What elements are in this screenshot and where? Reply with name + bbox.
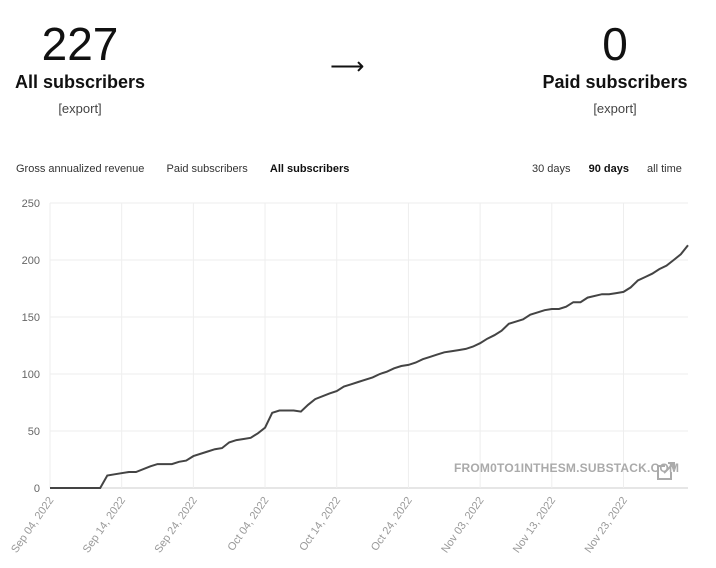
all-subscribers-count: 227 bbox=[41, 18, 119, 70]
watermark-text[interactable]: FROM0TO1INTHESM.SUBSTACK.COM bbox=[454, 461, 679, 475]
tab-all-subscribers[interactable]: All subscribers bbox=[269, 163, 350, 175]
tab-90-days[interactable]: 90 days bbox=[588, 163, 629, 175]
x-tick-label: Sep 24, 2022 bbox=[152, 495, 199, 555]
tab-30-days[interactable]: 30 days bbox=[532, 163, 571, 175]
export-all-link[interactable]: [export] bbox=[58, 101, 102, 116]
x-tick-label: Nov 23, 2022 bbox=[583, 495, 630, 555]
range-tabs: 30 days 90 days all time bbox=[532, 163, 697, 175]
arrow-icon: ⟶ bbox=[330, 53, 365, 80]
x-tick-label: Nov 13, 2022 bbox=[511, 495, 558, 555]
chart-grid bbox=[49, 202, 688, 489]
y-axis-ticks: 0 50 100 150 200 250 bbox=[22, 198, 40, 495]
x-tick-label: Oct 24, 2022 bbox=[369, 495, 415, 553]
x-axis-ticks: Sep 04, 2022 Sep 14, 2022 Sep 24, 2022 Oct … bbox=[9, 495, 630, 555]
paid-subscribers-label: Paid subscribers bbox=[542, 72, 688, 92]
tab-all-time[interactable]: all time bbox=[647, 163, 682, 175]
subscribers-chart: 0 50 100 150 200 250 Sep 04, 2022 Sep 14, 2022… bbox=[9, 198, 689, 555]
x-tick-label: Nov 03, 2022 bbox=[439, 495, 486, 555]
paid-subscribers-stat: 0 Paid subscribers [export] bbox=[536, 18, 694, 116]
y-tick-label: 250 bbox=[22, 198, 40, 210]
x-tick-label: Oct 14, 2022 bbox=[297, 495, 343, 553]
x-tick-label: Sep 14, 2022 bbox=[81, 495, 128, 555]
y-tick-label: 200 bbox=[22, 255, 40, 267]
y-tick-label: 150 bbox=[22, 312, 40, 324]
x-tick-label: Sep 04, 2022 bbox=[9, 495, 56, 555]
y-tick-label: 100 bbox=[22, 369, 40, 381]
metric-tabs: Gross annualized revenue Paid subscriber… bbox=[16, 163, 368, 175]
tab-paid-subscribers[interactable]: Paid subscribers bbox=[166, 163, 248, 175]
external-link-icon[interactable] bbox=[657, 462, 675, 480]
all-subscribers-label: All subscribers bbox=[14, 72, 146, 92]
series-line bbox=[50, 244, 689, 489]
export-paid-link[interactable]: [export] bbox=[593, 101, 637, 116]
y-tick-label: 50 bbox=[28, 426, 40, 438]
tab-gross-revenue[interactable]: Gross annualized revenue bbox=[16, 163, 145, 175]
paid-subscribers-count: 0 bbox=[602, 18, 628, 70]
all-subscribers-stat: 227 All subscribers [export] bbox=[5, 18, 155, 116]
y-tick-label: 0 bbox=[34, 483, 40, 495]
x-tick-label: Oct 04, 2022 bbox=[226, 495, 272, 553]
